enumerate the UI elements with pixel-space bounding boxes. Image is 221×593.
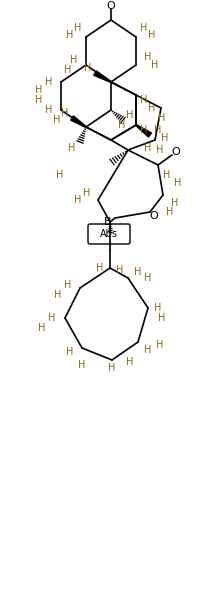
Text: H: H <box>45 105 53 115</box>
Text: H: H <box>70 55 78 65</box>
Text: H: H <box>68 143 76 153</box>
Text: H: H <box>144 143 152 153</box>
Text: H: H <box>144 345 152 355</box>
Polygon shape <box>71 116 86 127</box>
Text: H: H <box>151 60 159 70</box>
Text: H: H <box>140 95 148 105</box>
Text: H: H <box>154 125 162 135</box>
Text: H: H <box>38 323 46 333</box>
Text: O: O <box>107 1 115 11</box>
Text: H: H <box>174 178 182 188</box>
Text: H: H <box>140 125 148 135</box>
Text: H: H <box>35 85 43 95</box>
Text: H: H <box>118 120 126 130</box>
FancyBboxPatch shape <box>88 224 130 244</box>
Text: H: H <box>156 145 164 155</box>
Text: H: H <box>126 357 134 367</box>
Text: H: H <box>144 273 152 283</box>
Text: H: H <box>148 30 156 40</box>
Text: H: H <box>54 290 62 300</box>
Polygon shape <box>136 125 151 137</box>
Text: H: H <box>166 207 174 217</box>
Text: H: H <box>161 133 169 143</box>
Polygon shape <box>94 71 111 82</box>
Text: H: H <box>154 303 162 313</box>
Text: H: H <box>66 30 74 40</box>
Text: H: H <box>83 188 91 198</box>
Text: H: H <box>163 170 171 180</box>
Text: H: H <box>64 280 72 290</box>
Text: H: H <box>74 195 82 205</box>
Text: H: H <box>144 52 152 62</box>
Text: H: H <box>64 65 72 75</box>
Text: H: H <box>158 313 166 323</box>
Text: H: H <box>126 110 134 120</box>
Text: B: B <box>104 217 112 227</box>
Text: H: H <box>84 63 92 73</box>
Text: H: H <box>158 113 166 123</box>
Text: H: H <box>116 265 124 275</box>
Text: H: H <box>74 23 82 33</box>
Text: O: O <box>150 211 158 221</box>
Text: H: H <box>48 313 56 323</box>
Text: H: H <box>45 77 53 87</box>
Text: H: H <box>53 115 61 125</box>
Text: H: H <box>171 198 179 208</box>
Text: H: H <box>56 170 64 180</box>
Text: H: H <box>108 363 116 373</box>
Text: H: H <box>96 263 104 273</box>
Text: H: H <box>140 23 148 33</box>
Text: H: H <box>78 360 86 370</box>
Text: Abs: Abs <box>100 229 118 239</box>
Text: H: H <box>35 95 43 105</box>
Text: O: O <box>172 147 180 157</box>
Text: H: H <box>148 103 156 113</box>
Text: H: H <box>134 267 142 277</box>
Text: H: H <box>156 340 164 350</box>
Text: H: H <box>61 108 69 118</box>
Text: H: H <box>66 347 74 357</box>
